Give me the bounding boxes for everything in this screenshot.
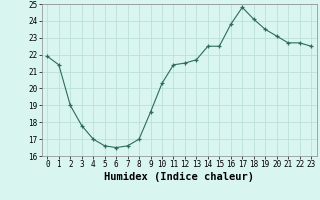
X-axis label: Humidex (Indice chaleur): Humidex (Indice chaleur)	[104, 172, 254, 182]
